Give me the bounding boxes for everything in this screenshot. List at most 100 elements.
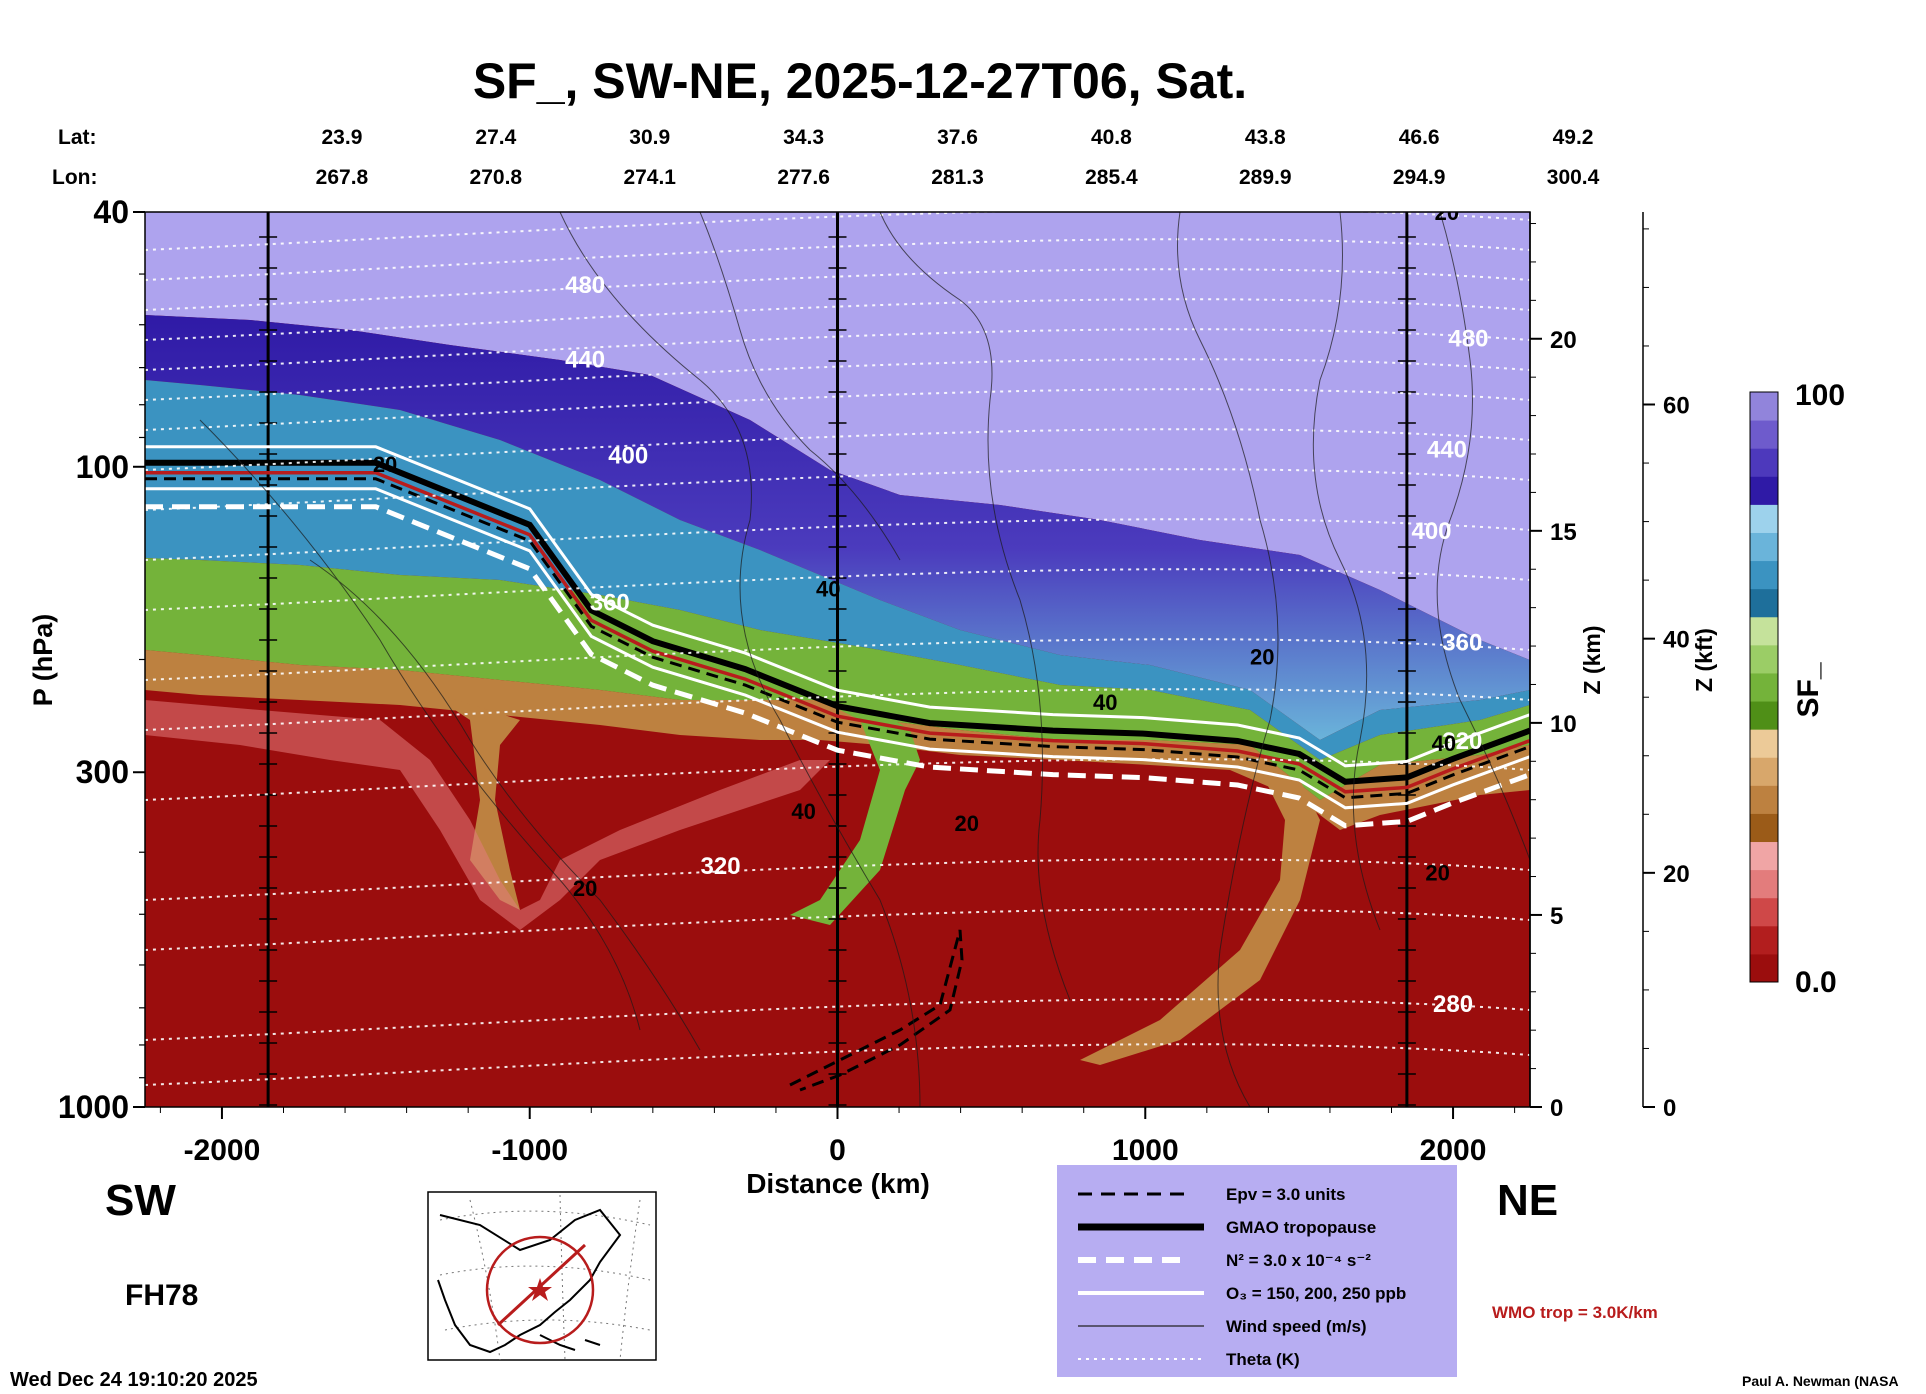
colorbar-segment [1750, 869, 1778, 899]
lat-value: 40.8 [1091, 126, 1132, 149]
wind-contour-line [309, 559, 701, 1051]
legend-o3: O₃ = 150, 200, 250 ppb [1226, 1284, 1406, 1303]
wind-contour-line [1312, 212, 1381, 931]
wmo-trop-label: WMO trop = 3.0K/km [1492, 1303, 1658, 1322]
colorbar-segment [1750, 701, 1778, 730]
wind-label: 20 [1250, 645, 1274, 670]
z-tick-label: 10 [1550, 711, 1577, 738]
wind-contour-line [199, 419, 641, 1031]
y-axis-label: P (hPa) [28, 614, 58, 707]
wind-contour-line [699, 212, 901, 561]
colorbar-segment [1750, 897, 1778, 927]
wind-label: 40 [1093, 690, 1117, 715]
theta-label: 320 [1442, 728, 1482, 755]
lat-value: 37.6 [937, 126, 978, 149]
wind-label: 20 [373, 452, 397, 477]
lon-value: 289.9 [1239, 166, 1292, 189]
theta-label: 440 [565, 347, 605, 374]
wind-label: 20 [1425, 860, 1449, 885]
colorbar-segment [1750, 504, 1778, 533]
section-center-star [528, 1278, 552, 1301]
legend-n2: N² = 3.0 x 10⁻⁴ s⁻² [1226, 1251, 1371, 1270]
colorbar-segment [1750, 476, 1778, 505]
wind-label: 20 [1435, 200, 1459, 225]
wind-contour-line [559, 212, 921, 1107]
lat-lon-header: 23.9 267.8 27.4 270.8 30.9 274.1 34.3 277.6 37.6… [316, 126, 1600, 189]
lon-value: 274.1 [623, 166, 676, 189]
lon-row-label: Lon: [52, 166, 97, 189]
theta-label: 360 [590, 590, 630, 617]
colorbar-segment [1750, 785, 1778, 814]
wind-label: 40 [816, 577, 840, 602]
ozone-contour-250 [145, 487, 1530, 810]
colorbar-segment [1750, 420, 1778, 449]
intrusion-west [425, 690, 520, 910]
colorbar-segment [1750, 729, 1778, 758]
ozone-contour-150 [145, 445, 1530, 768]
altitude-km-axis: 0 5 10 15 20 [1529, 212, 1577, 1122]
distance-tick-label: 1000 [1112, 1134, 1179, 1167]
lat-value: 27.4 [475, 126, 516, 149]
gmao-tropopause-line [145, 459, 1530, 785]
wind-label: 20 [573, 876, 597, 901]
legend-gmao: GMAO tropopause [1226, 1218, 1376, 1237]
wind-label: 40 [791, 799, 815, 824]
colorbar-segment [1750, 841, 1778, 871]
lat-value: 46.6 [1399, 126, 1440, 149]
lat-value: 23.9 [322, 126, 363, 149]
sw-label: SW [105, 1176, 176, 1225]
colorbar-segment [1750, 644, 1778, 674]
z-axis-label: Z (km) [1579, 626, 1605, 695]
lon-value: 267.8 [316, 166, 369, 189]
kft-tick-label: 20 [1663, 861, 1690, 888]
chart-title: SF_, SW-NE, 2025-12-27T06, Sat. [473, 53, 1247, 109]
z-tick-label: 15 [1550, 519, 1577, 546]
wind-contour-line [1177, 212, 1279, 1107]
theta-label: 480 [1448, 325, 1488, 352]
distance-tick-label: -1000 [491, 1134, 568, 1167]
z-tick-label: 20 [1550, 327, 1577, 354]
theta-label: 280 [1433, 991, 1473, 1018]
kft-axis-label: Z (kft) [1691, 628, 1717, 692]
kft-tick-label: 40 [1663, 627, 1690, 654]
colorbar-frame [1749, 391, 1779, 983]
colorbar-segment [1750, 925, 1778, 955]
epv-contour [145, 477, 1530, 800]
lon-value: 294.9 [1393, 166, 1446, 189]
legend-epv: Epv = 3.0 units [1226, 1185, 1346, 1204]
legend: Epv = 3.0 units GMAO tropopause N² = 3.0… [1057, 1165, 1457, 1377]
x-axis-label: Distance (km) [746, 1168, 930, 1199]
altitude-kft-axis: 0 20 40 60 [1642, 212, 1690, 1122]
z-tick-label: 0 [1550, 1095, 1563, 1122]
band-blue [145, 380, 1530, 760]
colorbar-segment [1750, 813, 1778, 843]
colorbar-segment [1750, 588, 1778, 618]
colorbar-min-label: 0.0 [1795, 966, 1837, 999]
theta-label: 360 [1442, 629, 1482, 656]
colorbar-max-label: 100 [1795, 379, 1845, 412]
theta-label: 400 [1411, 518, 1451, 545]
epv-contour-lower [789, 929, 964, 1092]
theta-labels: 480 440 400 360 320 480 440 400 360 320 280 [565, 272, 1488, 1018]
lon-value: 300.4 [1547, 166, 1600, 189]
colorbar [1749, 391, 1779, 983]
lat-value: 30.9 [629, 126, 670, 149]
colorbar-segment [1750, 616, 1778, 646]
pink-fringe [145, 700, 830, 930]
colorbar-segment [1750, 448, 1778, 477]
inset-map [427, 1191, 657, 1361]
forecast-hour: FH78 [125, 1279, 198, 1312]
lat-value: 49.2 [1553, 126, 1594, 149]
wind-contour-line [879, 212, 1071, 1001]
lat-row-label: Lat: [58, 126, 97, 149]
ne-label: NE [1497, 1176, 1558, 1225]
credit: Paul A. Newman (NASA [1742, 1373, 1899, 1389]
colorbar-segment [1750, 672, 1778, 702]
north-america-outline [437, 1208, 622, 1354]
lat-value: 43.8 [1245, 126, 1286, 149]
colorbar-segment [1750, 392, 1778, 421]
kft-tick-label: 0 [1663, 1095, 1676, 1122]
colorbar-segment [1750, 532, 1778, 562]
